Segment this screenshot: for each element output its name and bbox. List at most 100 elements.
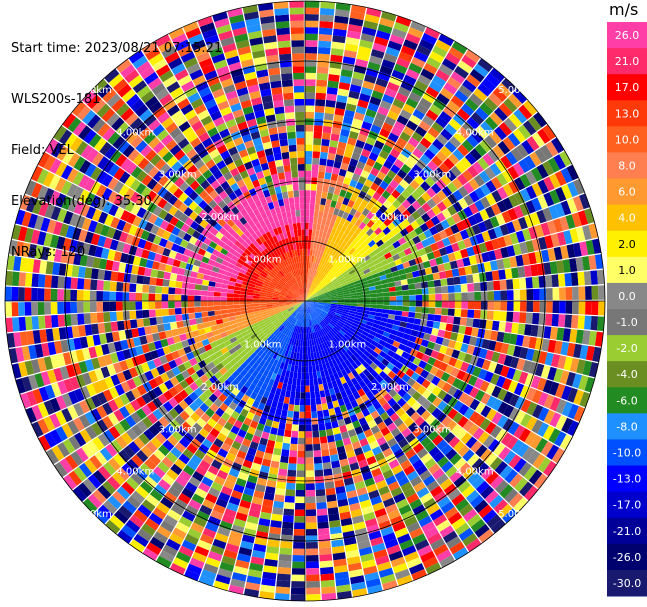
range-gate-cell: [504, 469, 518, 484]
range-gate-cell: [305, 281, 307, 289]
range-gate-cell: [161, 294, 169, 301]
range-gate-cell: [314, 203, 320, 211]
range-gate-cell: [397, 388, 407, 398]
range-gate-cell: [357, 237, 365, 246]
range-gate-cell: [221, 514, 235, 525]
range-gate-cell: [375, 479, 388, 490]
range-gate-cell: [330, 305, 338, 308]
range-gate-cell: [351, 224, 359, 233]
range-gate-cell: [543, 409, 556, 425]
range-gate-cell: [333, 160, 342, 169]
range-gate-cell: [314, 309, 320, 315]
range-gate-cell: [482, 509, 498, 524]
range-gate-cell: [489, 456, 503, 471]
range-gate-cell: [350, 301, 358, 304]
range-gate-cell: [358, 546, 373, 556]
range-gate-cell: [451, 268, 460, 277]
range-gate-cell: [512, 243, 522, 256]
range-gate-cell: [305, 296, 310, 301]
range-gate-cell: [83, 313, 91, 325]
range-gate-cell: [367, 102, 379, 112]
range-gate-cell: [336, 246, 344, 254]
range-gate-cell: [338, 81, 351, 91]
range-gate-cell: [241, 493, 253, 503]
range-gate-cell: [316, 306, 323, 310]
range-gate-cell: [305, 203, 310, 210]
range-gate-cell: [311, 311, 316, 318]
range-gate-cell: [420, 369, 430, 379]
range-gate-cell: [357, 540, 371, 550]
range-gate-cell: [485, 349, 494, 361]
range-gate-cell: [388, 379, 398, 389]
range-gate-cell: [584, 208, 595, 224]
range-gate-cell: [475, 107, 489, 121]
range-gate-cell: [464, 265, 473, 275]
range-gate-cell: [322, 462, 332, 470]
range-gate-cell: [268, 392, 275, 401]
range-gate-cell: [415, 351, 425, 360]
range-gate-cell: [297, 457, 305, 465]
range-gate-cell: [319, 313, 326, 319]
range-gate-cell: [325, 165, 333, 174]
range-gate-cell: [375, 30, 391, 41]
range-gate-cell: [408, 289, 416, 296]
range-gate-cell: [307, 306, 311, 313]
range-gate-cell: [324, 106, 335, 115]
range-gate-cell: [327, 401, 334, 410]
range-gate-cell: [316, 291, 323, 296]
range-gate-cell: [324, 333, 330, 341]
range-gate-cell: [391, 270, 400, 277]
range-gate-cell: [481, 77, 497, 92]
range-gate-cell: [365, 136, 376, 146]
range-gate-cell: [155, 285, 163, 294]
range-gate-cell: [155, 316, 164, 325]
range-gate-cell: [280, 455, 289, 464]
range-gate-cell: [564, 314, 573, 328]
range-gate-cell: [285, 489, 296, 497]
range-gate-cell: [362, 471, 373, 481]
range-gate-cell: [536, 377, 547, 392]
range-gate-cell: [286, 384, 292, 392]
range-gate-cell: [420, 68, 435, 81]
range-gate-cell: [291, 384, 297, 392]
range-gate-cell: [315, 482, 325, 490]
range-gate-cell: [168, 280, 177, 288]
range-gate-cell: [462, 419, 474, 432]
range-gate-cell: [585, 285, 592, 300]
range-gate-cell: [320, 566, 334, 575]
range-gate-cell: [385, 322, 394, 329]
range-gate-cell: [388, 309, 396, 315]
range-gate-cell: [463, 194, 475, 206]
range-gate-cell: [503, 98, 518, 113]
range-gate-cell: [487, 291, 495, 301]
range-gate-cell: [310, 304, 316, 309]
range-gate-cell: [519, 385, 531, 399]
range-gate-cell: [560, 245, 569, 260]
range-gate-cell: [313, 263, 317, 270]
range-gate-cell: [324, 295, 331, 298]
range-gate-cell: [319, 224, 325, 232]
range-gate-cell: [416, 486, 430, 499]
range-gate-cell: [366, 373, 375, 382]
range-gate-cell: [386, 338, 395, 346]
range-gate-cell: [467, 283, 475, 292]
range-gate-cell: [323, 369, 330, 377]
range-gate-cell: [525, 312, 533, 324]
range-gate-cell: [288, 337, 293, 345]
range-gate-cell: [311, 298, 318, 301]
range-gate-cell: [317, 303, 325, 306]
range-gate-cell: [162, 315, 170, 324]
range-gate-cell: [355, 349, 364, 357]
range-gate-cell: [431, 194, 442, 205]
range-gate-cell: [390, 556, 406, 568]
range-gate-cell: [519, 241, 529, 254]
range-gate-cell: [300, 379, 305, 386]
range-gate-cell: [320, 370, 326, 378]
range-gate-cell: [283, 508, 295, 516]
range-gate-cell: [25, 316, 33, 331]
range-gate-cell: [429, 366, 439, 376]
range-gate-cell: [340, 315, 348, 320]
range-gate-cell: [328, 67, 341, 76]
range-gate-cell: [462, 79, 477, 93]
